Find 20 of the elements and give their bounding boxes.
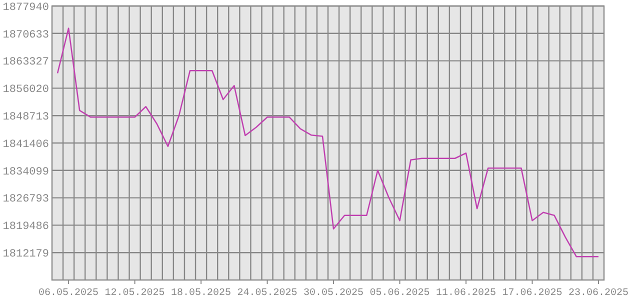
x-tick-label: 30.05.2025 [304, 288, 364, 299]
x-tick-label: 23.06.2025 [568, 288, 628, 299]
y-tick-label: 1848713 [2, 111, 49, 124]
x-tick-label: 05.06.2025 [370, 288, 430, 299]
y-tick-label: 1826793 [2, 194, 49, 206]
x-tick-label: 12.05.2025 [104, 288, 165, 299]
x-tick-label: 24.05.2025 [237, 288, 298, 299]
y-tick-label: 1863327 [2, 56, 49, 69]
y-tick-label: 1856020 [2, 84, 49, 96]
x-tick-label: 06.05.2025 [38, 288, 99, 299]
y-tick-label: 1812179 [2, 248, 49, 260]
y-tick-label: 1877940 [2, 2, 49, 14]
y-tick-label: 1819486 [2, 221, 49, 234]
y-tick-label: 1834099 [2, 166, 49, 178]
x-tick-label: 11.06.2025 [436, 288, 496, 299]
x-tick-label: 18.05.2025 [171, 288, 232, 299]
y-tick-label: 1841406 [2, 138, 49, 151]
line-series [56, 28, 600, 258]
y-tick-label: 1870633 [2, 29, 49, 42]
x-tick-label: 17.06.2025 [502, 288, 562, 299]
